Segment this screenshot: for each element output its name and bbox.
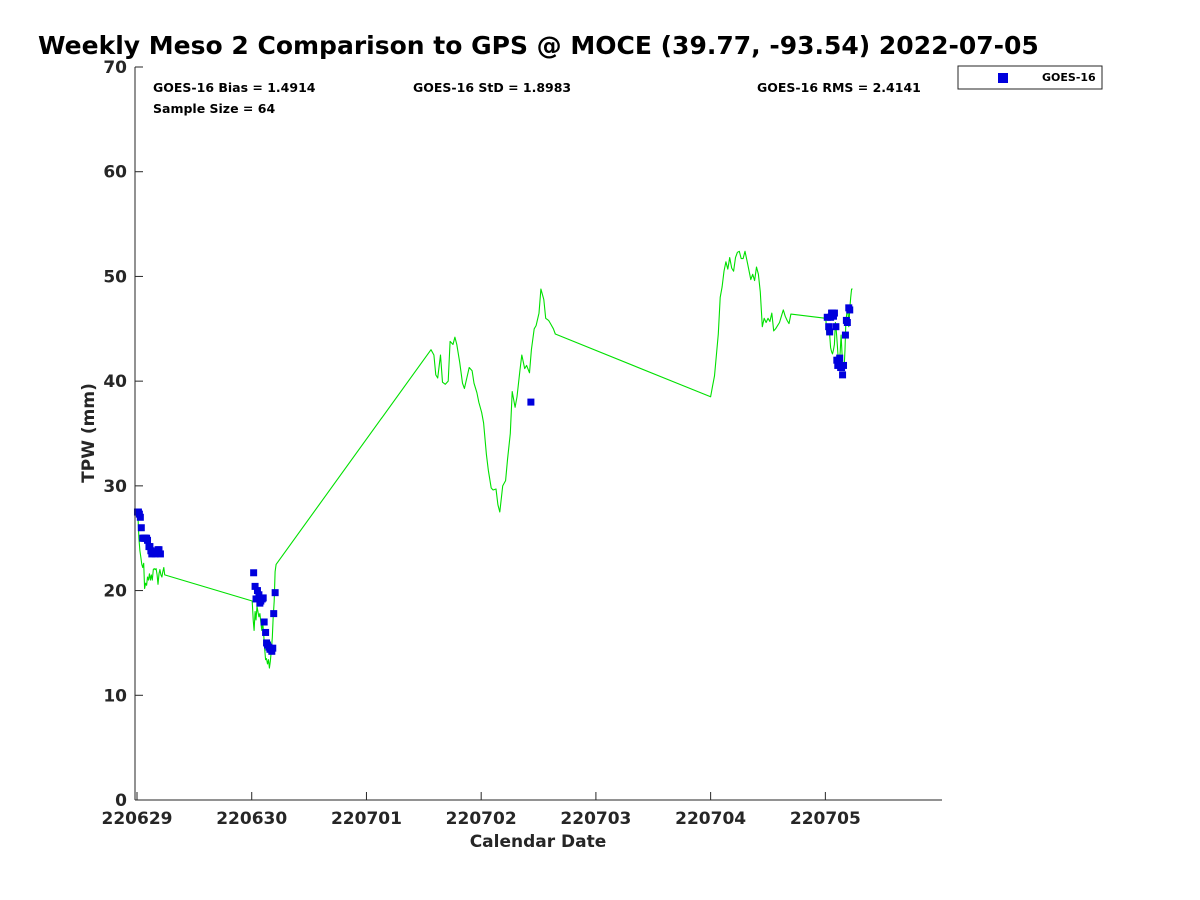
goes16-point xyxy=(259,594,267,602)
x-tick-label: 220702 xyxy=(446,809,517,829)
goes16-point xyxy=(843,319,851,327)
legend-marker-goes16 xyxy=(998,73,1008,83)
y-axis-label: TPW (mm) xyxy=(79,383,99,483)
goes16-point xyxy=(527,398,535,406)
chart-title: Weekly Meso 2 Comparison to GPS @ MOCE (… xyxy=(38,31,1039,60)
goes16-point xyxy=(825,323,833,331)
gps-series xyxy=(136,250,853,669)
goes16-point xyxy=(830,309,838,317)
axes: 0 10 20 30 40 50 60 70 220629 220630 220701 220702… xyxy=(102,58,942,829)
legend: GOES-16 xyxy=(957,65,1103,90)
x-tick-label: 220703 xyxy=(560,809,631,829)
goes16-point xyxy=(252,595,260,603)
x-axis-label: Calendar Date xyxy=(470,832,607,852)
x-tick-label: 220630 xyxy=(216,809,287,829)
x-ticks: 220629 220630 220701 220702 220703 220704 2207… xyxy=(102,792,861,829)
goes16-point xyxy=(260,618,268,626)
bias-stat: GOES-16 Bias = 1.4914 xyxy=(153,80,316,95)
y-tick-label: 60 xyxy=(103,163,127,183)
goes16-point xyxy=(251,582,259,590)
x-tick-label: 220704 xyxy=(675,809,746,829)
goes16-point xyxy=(146,543,154,551)
goes16-point xyxy=(270,610,278,618)
legend-box xyxy=(957,65,1103,90)
sample-size-stat: Sample Size = 64 xyxy=(153,101,275,116)
legend-label-goes16: GOES-16 xyxy=(1042,71,1096,84)
gps-line xyxy=(136,250,853,669)
goes16-point xyxy=(144,536,152,544)
plot-area xyxy=(133,250,854,669)
y-tick-label: 10 xyxy=(103,686,127,706)
goes16-point xyxy=(137,524,145,532)
goes16-point xyxy=(846,306,854,314)
y-tick-label: 30 xyxy=(103,477,127,497)
goes16-point xyxy=(269,644,277,652)
std-stat: GOES-16 StD = 1.8983 xyxy=(413,80,571,95)
goes16-point xyxy=(836,354,844,362)
y-ticks: 0 10 20 30 40 50 60 70 xyxy=(103,58,143,811)
goes-series xyxy=(133,304,854,655)
x-tick-label: 220629 xyxy=(102,809,173,829)
goes16-point xyxy=(255,591,263,599)
x-tick-label: 220701 xyxy=(331,809,402,829)
goes16-point xyxy=(253,587,261,595)
rms-stat: GOES-16 RMS = 2.4141 xyxy=(757,80,921,95)
goes16-point xyxy=(156,550,164,558)
goes16-point xyxy=(250,569,258,577)
goes16-point xyxy=(832,323,840,331)
goes16-point xyxy=(826,328,834,336)
y-tick-label: 0 xyxy=(115,791,127,811)
y-tick-label: 50 xyxy=(103,267,127,287)
x-tick-label: 220705 xyxy=(790,809,861,829)
goes16-point xyxy=(841,331,849,339)
goes16-point xyxy=(840,361,848,369)
goes16-point xyxy=(839,371,847,379)
goes16-point xyxy=(271,589,279,597)
goes16-point xyxy=(136,513,144,521)
y-tick-label: 20 xyxy=(103,582,127,602)
goes16-point xyxy=(155,546,163,554)
goes16-point xyxy=(262,628,270,636)
y-tick-label: 40 xyxy=(103,372,127,392)
y-tick-label: 70 xyxy=(103,58,127,78)
